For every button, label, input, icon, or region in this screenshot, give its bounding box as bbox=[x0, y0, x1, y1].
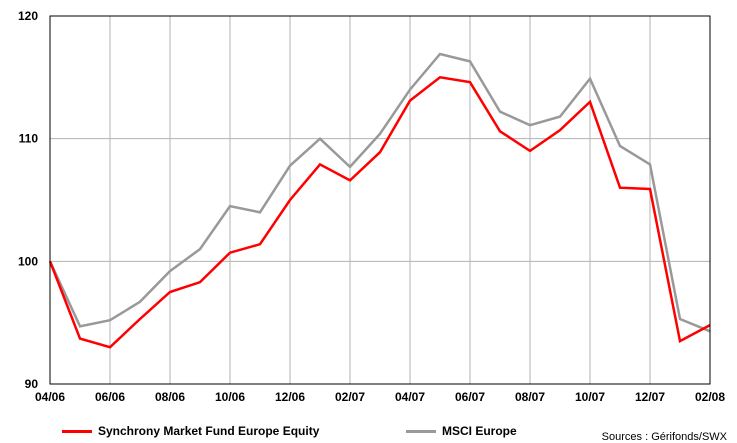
x-tick-label: 12/07 bbox=[635, 390, 665, 404]
y-tick-label: 120 bbox=[18, 9, 38, 23]
line-chart: 90 100 110 120 04/06 06/06 08/06 10/06 12/06 02/… bbox=[18, 9, 725, 404]
plot-area bbox=[49, 15, 711, 385]
legend-label-series-1: Synchrony Market Fund Europe Equity bbox=[98, 424, 320, 438]
x-tick-label: 10/07 bbox=[575, 390, 605, 404]
x-tick-label: 10/06 bbox=[215, 390, 245, 404]
y-tick-label: 100 bbox=[18, 254, 38, 268]
legend-item-series-2: MSCI Europe bbox=[406, 424, 517, 438]
series-line-1 bbox=[48, 75, 711, 349]
series-lines bbox=[48, 52, 711, 349]
x-tick-label: 04/07 bbox=[395, 390, 425, 404]
x-tick-label: 08/06 bbox=[155, 390, 185, 404]
x-axis-tick-labels: 04/06 06/06 08/06 10/06 12/06 02/07 04/07 06/07… bbox=[35, 390, 725, 404]
legend-label-series-2: MSCI Europe bbox=[442, 424, 517, 438]
legend: Synchrony Market Fund Europe Equity MSCI… bbox=[0, 424, 737, 443]
y-axis-tick-labels: 90 100 110 120 bbox=[18, 9, 38, 391]
x-tick-label: 02/07 bbox=[335, 390, 365, 404]
x-tick-label: 04/06 bbox=[35, 390, 65, 404]
x-tick-label: 06/06 bbox=[95, 390, 125, 404]
x-tick-label: 12/06 bbox=[275, 390, 305, 404]
y-tick-label: 90 bbox=[25, 377, 39, 391]
source-note: Sources : Gérifonds/SWX bbox=[601, 431, 727, 443]
legend-swatch-series-2 bbox=[406, 429, 436, 433]
legend-item-series-1: Synchrony Market Fund Europe Equity bbox=[62, 424, 319, 438]
x-tick-label: 06/07 bbox=[455, 390, 485, 404]
series-line-2 bbox=[48, 52, 711, 333]
x-tick-label: 08/07 bbox=[515, 390, 545, 404]
plot-border bbox=[49, 15, 711, 385]
y-tick-label: 110 bbox=[19, 132, 39, 146]
legend-swatch-series-1 bbox=[62, 429, 92, 433]
x-tick-label: 02/08 bbox=[695, 390, 725, 404]
